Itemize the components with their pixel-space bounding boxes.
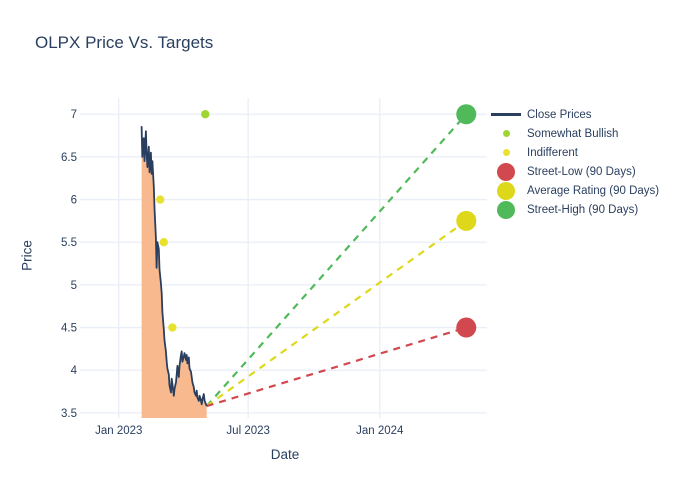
indifferent-dot [168,323,177,332]
legend-item-average-rating-90-days[interactable]: Average Rating (90 Days) [490,181,659,200]
x-tick-label: Jan 2024 [356,425,404,437]
dot-small-icon [502,130,510,137]
legend-item-somewhat-bullish[interactable]: Somewhat Bullish [490,124,659,143]
projection-line-street-high [205,113,468,407]
dot-small-icon [502,149,510,156]
legend-dot-swatch [490,200,522,219]
target-dot-street-low [456,317,477,338]
chart-title: OLPX Price Vs. Targets [35,33,214,52]
x-axis-title: Date [270,447,300,462]
legend-dot-swatch [490,162,522,181]
legend-item-street-high-90-days[interactable]: Street-High (90 Days) [490,200,659,219]
legend-label: Somewhat Bullish [527,127,619,140]
y-tick-label: 5.5 [61,237,77,249]
projection-line-street-low [206,326,467,408]
y-tick-label: 3.5 [61,408,77,420]
y-tick-label: 5 [71,280,77,292]
legend-label: Street-Low (90 Days) [527,165,636,178]
legend-item-indifferent[interactable]: Indifferent [490,143,659,162]
tick-labels: 3.5 4 4.5 5 5.5 6 6.5 7 Jan 2023 Jul 2023 Jan 2024 [61,109,404,437]
close-prices-area [141,126,207,418]
y-tick-label: 6 [71,195,77,207]
legend-dot-swatch [490,149,522,156]
legend-label: Average Rating (90 Days) [527,184,660,197]
legend-line-swatch [490,113,522,116]
indifferent-dot [159,238,168,247]
target-dot-average-rating [456,210,477,231]
y-axis-title: Price [19,240,35,271]
target-dot-street-high [456,104,477,125]
indifferent-dot [156,195,165,204]
legend-item-close-prices[interactable]: Close Prices [490,105,659,124]
legend-dot-swatch [490,181,522,200]
legend-item-street-low-90-days[interactable]: Street-Low (90 Days) [490,162,659,181]
y-tick-label: 4.5 [61,323,77,335]
close-prices-line [140,126,208,407]
x-tick-label: Jan 2023 [95,425,142,437]
y-tick-label: 6.5 [61,152,77,164]
dot-large-icon [497,181,515,200]
projection-line-average-rating [206,219,467,407]
somewhat-bullish-dot [201,110,210,119]
legend-label: Indifferent [527,146,578,159]
legend: Close Prices Somewhat Bullish Indifferent S… [490,105,659,219]
legend-label: Close Prices [527,108,592,121]
x-tick-label: Jul 2023 [226,425,269,437]
legend-dot-swatch [490,130,522,137]
gridlines [80,98,487,418]
dot-large-icon [497,200,515,219]
dot-large-icon [497,162,515,181]
y-tick-label: 7 [71,109,77,121]
line-icon [491,113,521,116]
legend-label: Street-High (90 Days) [527,203,639,216]
y-tick-label: 4 [71,365,78,377]
